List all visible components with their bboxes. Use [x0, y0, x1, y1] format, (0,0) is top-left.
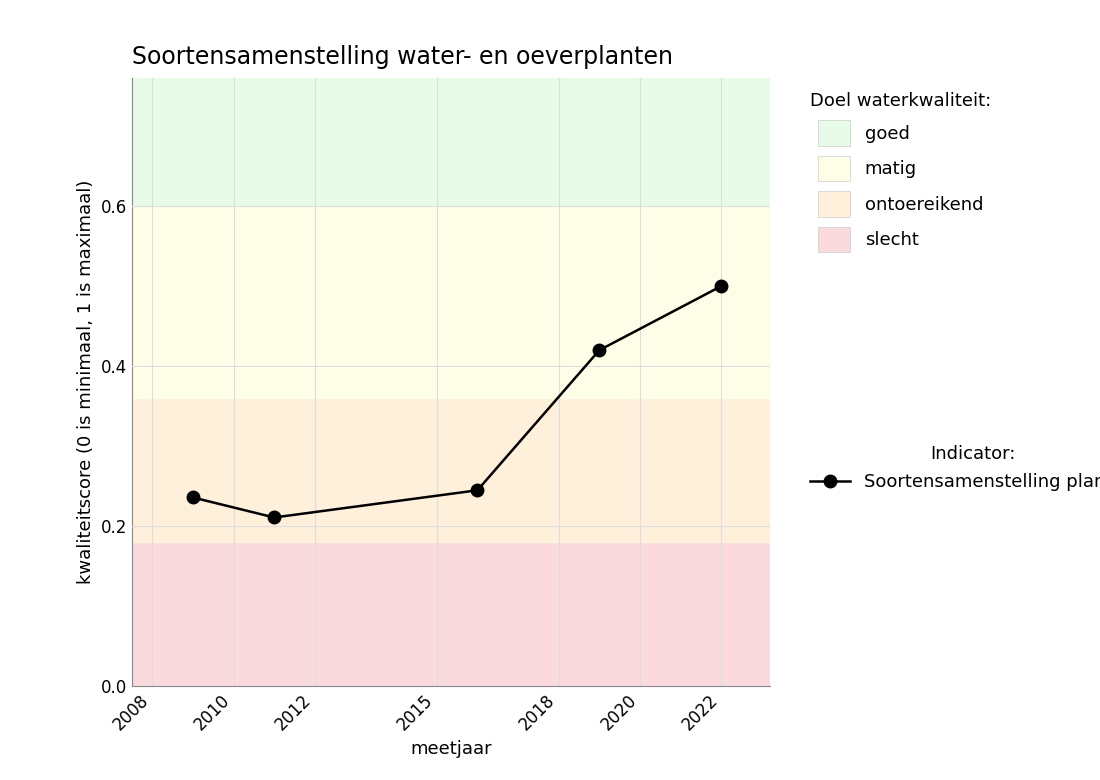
- X-axis label: meetjaar: meetjaar: [410, 739, 492, 757]
- Bar: [132, 78, 770, 206]
- Legend: Soortensamenstelling planten: Soortensamenstelling planten: [804, 440, 1100, 497]
- Bar: [132, 542, 770, 686]
- Y-axis label: kwaliteitscore (0 is minimaal, 1 is maximaal): kwaliteitscore (0 is minimaal, 1 is maxi…: [77, 180, 96, 584]
- Bar: [132, 399, 770, 542]
- Text: Soortensamenstelling water- en oeverplanten: Soortensamenstelling water- en oeverplan…: [132, 45, 673, 69]
- Bar: [132, 206, 770, 399]
